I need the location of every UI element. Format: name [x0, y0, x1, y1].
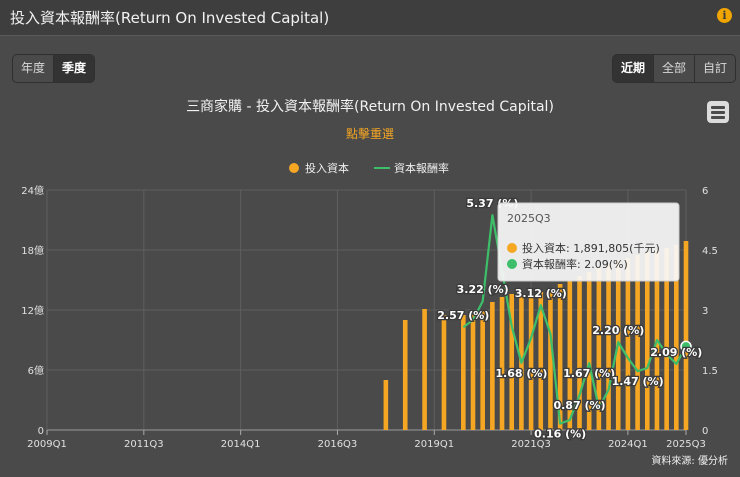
x-tick-label: 2011Q3 [124, 439, 164, 450]
bar-invested-capital[interactable] [577, 276, 582, 430]
range-recent-button[interactable]: 近期 [612, 55, 654, 82]
y-right-tick-label: 3 [702, 306, 708, 317]
tooltip-box [497, 202, 680, 282]
data-label: 0.87 (%) [553, 399, 605, 412]
bar-invested-capital[interactable] [470, 314, 476, 430]
data-label: 2.57 (%) [437, 309, 489, 322]
x-tick-label: 2025Q3 [666, 439, 706, 450]
x-tick-label: 2021Q3 [511, 439, 551, 450]
tooltip-row: 資本報酬率: 2.09(%) [522, 257, 628, 271]
legend-item-invested-capital[interactable]: 投入資本 [305, 161, 349, 175]
bar-invested-capital[interactable] [528, 294, 534, 430]
bar-invested-capital[interactable] [538, 292, 544, 430]
bar-invested-capital[interactable] [422, 309, 427, 430]
data-label: 2.20 (%) [592, 324, 644, 337]
data-label: 1.47 (%) [612, 375, 664, 388]
range-all-button[interactable]: 全部 [654, 55, 695, 82]
bar-invested-capital[interactable] [664, 248, 669, 430]
data-source-text: 資料來源: 優分析 [651, 454, 728, 467]
bar-invested-capital[interactable] [402, 320, 408, 430]
tooltip-title: 2025Q3 [507, 212, 551, 225]
data-label: 3.12 (%) [515, 287, 567, 300]
bar-invested-capital[interactable] [557, 284, 563, 430]
bar-invested-capital[interactable] [441, 315, 447, 430]
bar-invested-capital[interactable] [683, 241, 689, 430]
y-right-tick-label: 4.5 [702, 246, 718, 257]
x-tick-label: 2019Q1 [414, 439, 454, 450]
tooltip-series-marker [507, 243, 517, 253]
bar-invested-capital[interactable] [509, 294, 515, 430]
x-tick-label: 2016Q3 [318, 439, 358, 450]
bar-invested-capital[interactable] [596, 268, 602, 430]
bar-invested-capital[interactable] [606, 264, 611, 430]
period-toggle: 年度 季度 [12, 54, 96, 83]
hamburger-menu-icon[interactable] [707, 101, 729, 123]
data-label: 2.09 (%) [650, 346, 702, 359]
bar-invested-capital[interactable] [644, 252, 650, 430]
bar-invested-capital[interactable] [567, 280, 573, 430]
data-label: 3.22 (%) [457, 283, 509, 296]
page-title: 投入資本報酬率(Return On Invested Capital) [10, 9, 330, 27]
hovered-point-marker[interactable] [680, 340, 692, 353]
data-label: 0.16 (%) [534, 428, 586, 441]
bar-invested-capital[interactable] [674, 245, 679, 430]
bar-invested-capital[interactable] [461, 315, 466, 430]
chart-title: 三商家購 - 投入資本報酬率(Return On Invested Capita… [186, 98, 554, 115]
y-right-tick-label: 0 [702, 426, 708, 437]
data-label: 1.67 (%) [563, 367, 615, 380]
chart-subtitle[interactable]: 點擊重選 [346, 126, 394, 141]
y-right-tick-label: 6 [702, 186, 708, 197]
range-toggle: 近期 全部 自訂 [611, 54, 736, 83]
bar-invested-capital[interactable] [625, 258, 631, 430]
y-left-tick-label: 6億 [28, 364, 44, 377]
legend-bar-marker [289, 163, 299, 173]
page-header: 投入資本報酬率(Return On Invested Capital) i [0, 0, 740, 36]
x-tick-label: 2014Q1 [221, 439, 261, 450]
y-left-tick-label: 18億 [21, 244, 44, 257]
info-icon[interactable]: i [717, 8, 732, 23]
tooltip-series-marker [507, 259, 517, 269]
range-custom-button[interactable]: 自訂 [702, 61, 727, 75]
period-quarterly-button[interactable]: 季度 [54, 55, 95, 82]
data-label: 1.68 (%) [495, 367, 547, 380]
bar-invested-capital[interactable] [490, 302, 495, 430]
y-left-tick-label: 0 [38, 426, 44, 437]
tooltip-row: 投入資本: 1,891,805(千元) [522, 241, 660, 255]
bar-invested-capital[interactable] [499, 297, 505, 430]
bar-invested-capital[interactable] [480, 310, 485, 430]
period-annual-button[interactable]: 年度 [13, 55, 55, 82]
bar-invested-capital[interactable] [635, 255, 640, 430]
x-tick-label: 2009Q1 [27, 439, 67, 450]
bar-invested-capital[interactable] [586, 272, 592, 430]
bar-invested-capital[interactable] [548, 290, 553, 430]
legend-item-return-on-capital[interactable]: 資本報酬率 [394, 161, 449, 175]
y-right-tick-label: 1.5 [702, 366, 718, 377]
y-left-tick-label: 24億 [21, 184, 44, 197]
x-tick-label: 2024Q1 [608, 439, 648, 450]
bar-invested-capital[interactable] [383, 380, 389, 430]
y-left-tick-label: 12億 [21, 304, 44, 317]
